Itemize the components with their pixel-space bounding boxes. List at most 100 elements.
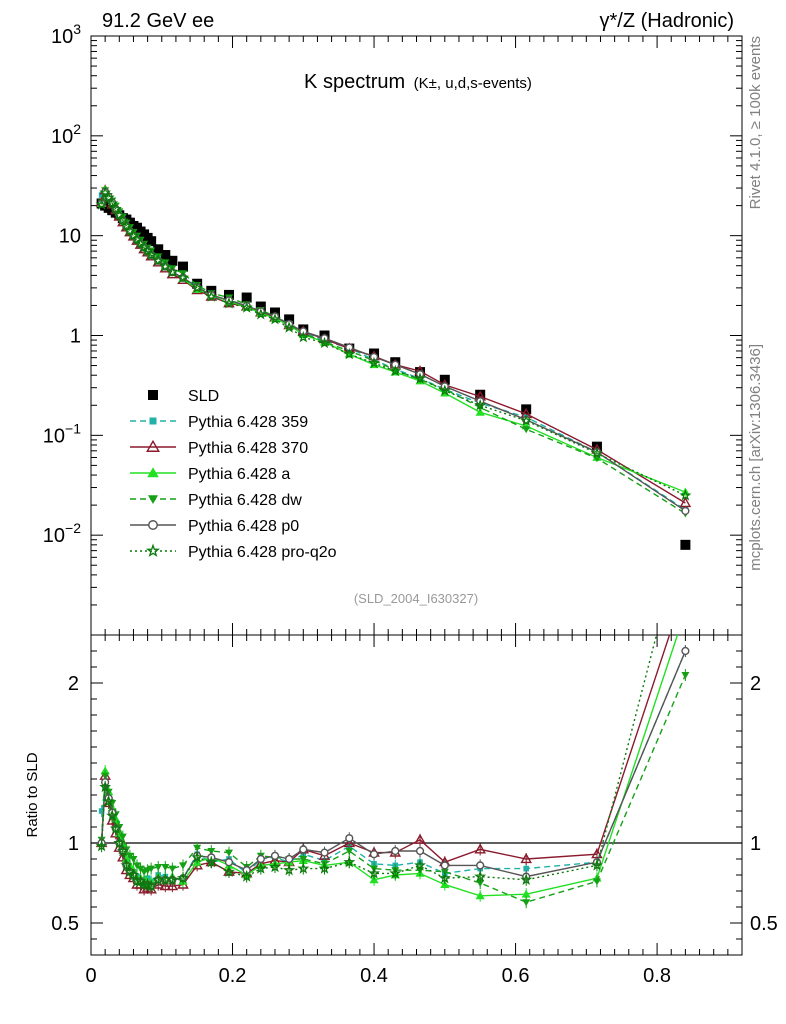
ratio-point xyxy=(168,865,177,873)
series-line xyxy=(100,190,686,512)
data-point xyxy=(475,407,485,416)
ratio-point xyxy=(345,834,354,843)
data-point xyxy=(591,446,603,459)
data-point xyxy=(134,237,147,249)
legend-marker xyxy=(148,495,158,504)
analysis-watermark: (SLD_2004_I630327) xyxy=(354,591,478,606)
legend-item-pq2o: Pythia 6.428 pro-q2o xyxy=(130,543,337,561)
ratio-point xyxy=(520,852,532,864)
data-point xyxy=(240,301,253,313)
ratio-point xyxy=(178,862,187,870)
legend-marker xyxy=(147,467,159,478)
header-left: 91.2 GeV ee xyxy=(102,10,214,32)
y-tick-label: 1 xyxy=(70,326,81,348)
data-point xyxy=(681,506,690,516)
legend-marker xyxy=(149,417,157,425)
data-point xyxy=(177,261,188,272)
data-point xyxy=(166,265,179,278)
data-point xyxy=(297,330,310,343)
x-tick-label: 0.8 xyxy=(643,965,671,987)
ratio-point xyxy=(205,855,218,868)
ratio-point xyxy=(415,846,425,856)
y-tick-label-base: 1 xyxy=(70,326,81,348)
data-point xyxy=(343,347,356,360)
ratio-point xyxy=(681,582,690,590)
chart-title-main: K spectrum xyxy=(304,71,405,93)
ratio-point xyxy=(523,865,529,872)
y-tick-label-exp: −2 xyxy=(65,520,81,536)
ratio-point xyxy=(121,854,131,863)
ratio-point xyxy=(145,879,158,892)
legend-item-p370: Pythia 6.428 370 xyxy=(130,439,308,457)
series-p359 xyxy=(98,189,689,513)
ratio-point xyxy=(118,833,127,841)
rivet-label: Rivet 4.1.0, ≥ 100k events xyxy=(747,36,764,209)
ratio-line xyxy=(100,650,687,883)
ratio-point xyxy=(113,836,126,849)
series-line xyxy=(101,191,686,511)
legend-label: Pythia 6.428 a xyxy=(188,466,290,483)
data-point xyxy=(145,248,158,261)
ratio-point xyxy=(299,856,308,863)
ratio-point xyxy=(223,865,235,877)
legend-marker xyxy=(146,439,160,452)
data-point xyxy=(368,356,380,369)
ratio-point xyxy=(522,899,531,907)
series-pq2o xyxy=(95,186,692,501)
ratio-point xyxy=(414,833,426,844)
data-point xyxy=(146,236,157,247)
data-point xyxy=(679,496,692,508)
ratio-point xyxy=(106,809,119,821)
chart-title-sub: (K±, u,d,s-events) xyxy=(414,75,532,92)
x-tick-label: 0 xyxy=(85,965,96,987)
ratio-point xyxy=(127,868,140,881)
data-point xyxy=(222,296,236,309)
data-point xyxy=(254,307,267,320)
data-point xyxy=(391,367,400,375)
legend-marker xyxy=(148,390,158,400)
ratio-point xyxy=(116,844,129,857)
data-point xyxy=(268,313,282,325)
ratio-point xyxy=(476,861,485,870)
ratio-point xyxy=(154,864,163,871)
ratio-line xyxy=(100,635,658,888)
ratio-point xyxy=(391,846,400,856)
data-point xyxy=(283,321,296,333)
ratio-point xyxy=(109,822,122,834)
ratio-point xyxy=(299,845,308,854)
data-point xyxy=(679,489,692,501)
data-point xyxy=(120,219,133,232)
legend-item-pdw: Pythia 6.428 dw xyxy=(130,492,302,509)
x-tick-label: 0.2 xyxy=(219,965,247,987)
data-point xyxy=(98,192,105,198)
ratio-line xyxy=(100,635,671,891)
y-tick-label: 10−1 xyxy=(43,420,81,447)
data-point xyxy=(102,191,115,203)
ratio-frame xyxy=(90,634,743,956)
data-point xyxy=(438,384,451,396)
legend-label: Pythia 6.428 p0 xyxy=(188,518,299,535)
ratio-point xyxy=(147,865,156,873)
y-tick-label: 103 xyxy=(51,21,81,48)
series-p370 xyxy=(95,184,692,508)
series-pp0 xyxy=(97,187,690,516)
ratio-point xyxy=(177,871,189,884)
ratio-series-pq2o xyxy=(95,635,658,893)
data-point xyxy=(520,414,533,426)
data-point xyxy=(160,250,171,261)
y-tick-label-base: 10 xyxy=(59,226,81,248)
ratio-point xyxy=(285,854,294,864)
ratio-point xyxy=(345,848,354,855)
y-tick-label-right: 0.5 xyxy=(750,913,778,935)
ratio-point xyxy=(681,672,690,679)
data-point xyxy=(99,186,112,198)
ratio-point xyxy=(520,873,533,885)
ratio-point xyxy=(256,854,265,864)
ratio-point xyxy=(224,858,234,867)
ratio-point xyxy=(681,606,690,614)
ratio-point xyxy=(120,859,133,871)
ratio-plot: 0.5 0.5 1 1 2 2 0 0.2 0.4 0.6 0.8 xyxy=(51,582,778,987)
ratio-point xyxy=(681,646,690,656)
data-point xyxy=(389,364,402,377)
